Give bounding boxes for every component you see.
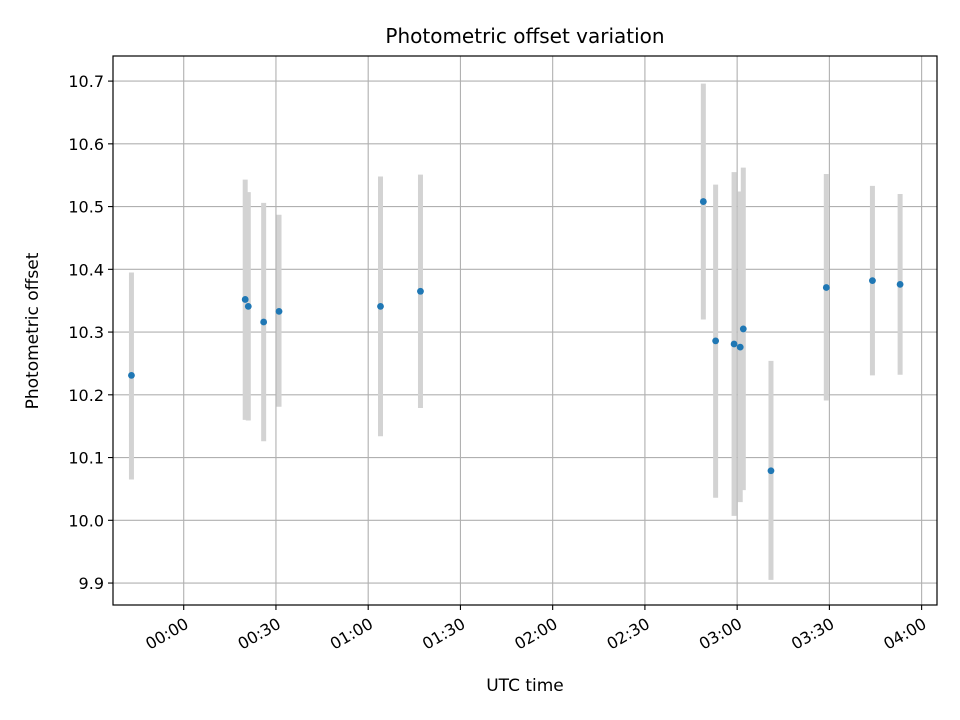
y-tick-label: 9.9 <box>79 574 104 593</box>
y-tick-label: 10.3 <box>68 323 104 342</box>
data-point <box>699 198 707 205</box>
y-tick-label: 10.6 <box>68 135 104 154</box>
data-point <box>241 296 249 303</box>
data-point <box>736 343 744 351</box>
data-point <box>377 302 384 310</box>
y-tick-label: 10.7 <box>68 72 104 91</box>
data-point <box>260 318 268 326</box>
y-tick-label: 10.1 <box>68 449 104 468</box>
y-tick-label: 10.2 <box>68 386 104 405</box>
y-tick-label: 10.4 <box>68 260 104 279</box>
data-point <box>128 371 135 379</box>
data-point <box>712 337 720 345</box>
data-point <box>244 302 252 310</box>
chart-title: Photometric offset variation <box>385 24 664 48</box>
data-point <box>275 307 283 315</box>
data-point <box>869 277 876 285</box>
plot-frame <box>112 55 938 606</box>
data-point <box>822 284 830 291</box>
data-point <box>739 325 747 333</box>
grid-lines <box>113 56 937 605</box>
y-tick-label: 10.5 <box>68 198 104 217</box>
y-tick-label: 10.0 <box>68 511 104 530</box>
data-point <box>417 287 424 295</box>
data-point <box>767 467 775 475</box>
y-axis-ticks: 9.9 10.0 10.1 10.2 10.3 10.4 10.5 10.6 10.7 <box>68 72 113 593</box>
data-points <box>128 198 904 475</box>
data-point <box>896 280 904 288</box>
x-axis-title: UTC time <box>486 676 564 696</box>
y-axis-title: Photometric offset <box>23 252 43 409</box>
data-point <box>730 340 738 348</box>
